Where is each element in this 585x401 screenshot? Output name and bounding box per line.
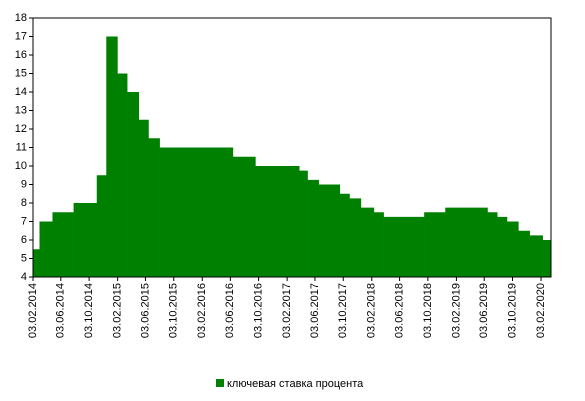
legend-label: ключевая ставка процента xyxy=(227,378,364,390)
x-tick-label: 03.06.2019 xyxy=(478,283,490,338)
step-bar xyxy=(529,235,543,277)
step-bar xyxy=(232,156,256,277)
step-bar xyxy=(117,73,128,277)
step-bar xyxy=(307,179,319,277)
step-bar xyxy=(349,198,362,277)
y-tick-label: 13 xyxy=(15,104,27,116)
step-bar xyxy=(445,207,488,277)
y-tick-label: 6 xyxy=(21,234,27,246)
step-bar xyxy=(52,212,74,277)
step-bar xyxy=(497,216,508,277)
step-bar xyxy=(318,184,341,277)
step-bar xyxy=(383,216,425,277)
x-tick-label: 03.10.2019 xyxy=(506,283,518,338)
x-tick-label: 03.06.2017 xyxy=(309,283,321,338)
step-bar xyxy=(506,221,519,277)
y-tick-label: 10 xyxy=(15,160,27,172)
y-tick-label: 9 xyxy=(21,178,27,190)
step-bar xyxy=(39,221,53,277)
y-tick-label: 8 xyxy=(21,197,27,209)
step-bar xyxy=(360,207,375,277)
step-bar xyxy=(518,230,530,277)
y-tick-label: 4 xyxy=(21,271,27,283)
x-tick-label: 03.02.2019 xyxy=(450,283,462,338)
legend-swatch xyxy=(216,379,224,387)
x-tick-label: 03.06.2018 xyxy=(393,283,405,338)
step-bar xyxy=(96,175,107,277)
step-bar xyxy=(255,166,300,277)
step-bar xyxy=(339,193,350,277)
y-tick-label: 14 xyxy=(15,86,27,98)
x-tick-label: 03.02.2017 xyxy=(281,283,293,338)
x-tick-label: 03.02.2016 xyxy=(196,283,208,338)
step-bar xyxy=(73,203,98,277)
step-bar xyxy=(424,212,446,277)
y-tick-label: 11 xyxy=(16,141,27,153)
y-tick-label: 18 xyxy=(15,12,27,24)
x-tick-label: 03.02.2020 xyxy=(535,283,547,338)
x-tick-label: 03.10.2014 xyxy=(83,283,95,338)
y-tick-label: 15 xyxy=(15,67,27,79)
y-tick-label: 12 xyxy=(15,123,27,135)
x-tick-label: 03.02.2014 xyxy=(27,283,39,338)
step-bar xyxy=(299,170,308,277)
step-bar xyxy=(148,138,160,277)
step-bar xyxy=(542,240,552,277)
step-bar xyxy=(106,36,118,277)
step-bar xyxy=(138,119,149,277)
step-bar xyxy=(487,212,498,277)
y-tick-label: 17 xyxy=(15,30,27,42)
step-bar xyxy=(127,92,140,277)
x-tick-label: 03.10.2015 xyxy=(168,283,180,338)
x-tick-label: 03.10.2017 xyxy=(337,283,349,338)
step-bar xyxy=(33,249,40,277)
x-tick-label: 03.06.2014 xyxy=(55,283,67,338)
y-tick-label: 5 xyxy=(21,252,27,264)
x-tick-label: 03.10.2018 xyxy=(422,283,434,338)
step-bar xyxy=(159,147,234,277)
y-tick-label: 7 xyxy=(21,215,27,227)
x-tick-label: 03.06.2015 xyxy=(139,283,151,338)
x-tick-label: 03.10.2016 xyxy=(253,283,265,338)
y-tick-label: 16 xyxy=(15,49,27,61)
x-tick-label: 03.02.2018 xyxy=(366,283,378,338)
step-bar xyxy=(373,212,384,277)
x-tick-label: 03.06.2016 xyxy=(224,283,236,338)
x-tick-label: 03.02.2015 xyxy=(112,283,124,338)
